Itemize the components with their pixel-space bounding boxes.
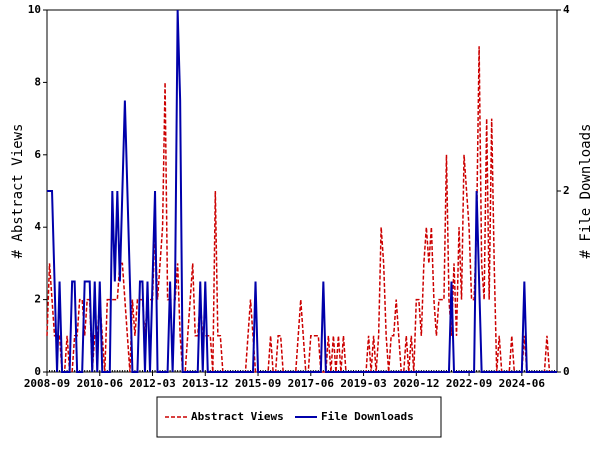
x-tick-label: 2013-12	[182, 377, 228, 390]
x-tick-label: 2015-09	[235, 377, 281, 390]
legend-label: File Downloads	[321, 410, 414, 423]
x-tick-label: 2020-12	[393, 377, 439, 390]
legend-box	[156, 396, 442, 438]
y-tick-label: 2	[34, 293, 41, 306]
y-tick-label: 6	[34, 148, 41, 161]
x-tick-label: 2010-06	[77, 377, 124, 390]
y-tick-label: 8	[34, 75, 41, 88]
series-line	[47, 9, 557, 373]
y2-axis-label: # File Downloads	[578, 124, 594, 259]
series-line	[46, 46, 557, 373]
y-axis-label: # Abstract Views	[10, 124, 26, 259]
y2-tick-label: 4	[563, 3, 570, 16]
x-tick-label: 2008-09	[24, 377, 70, 390]
y-tick-label: 10	[28, 3, 41, 16]
x-tick-label: 2024-06	[499, 377, 546, 390]
y2-tick-label: 2	[563, 184, 570, 197]
x-tick-label: 2019-03	[340, 377, 386, 390]
y-tick-label: 0	[34, 365, 41, 378]
y-tick-label: 4	[34, 220, 41, 233]
x-tick-label: 2017-06	[288, 377, 335, 390]
x-tick-label: 2022-09	[446, 377, 492, 390]
legend-label: Abstract Views	[191, 410, 284, 423]
y2-tick-label: 0	[563, 365, 570, 378]
x-tick-label: 2012-03	[129, 377, 175, 390]
